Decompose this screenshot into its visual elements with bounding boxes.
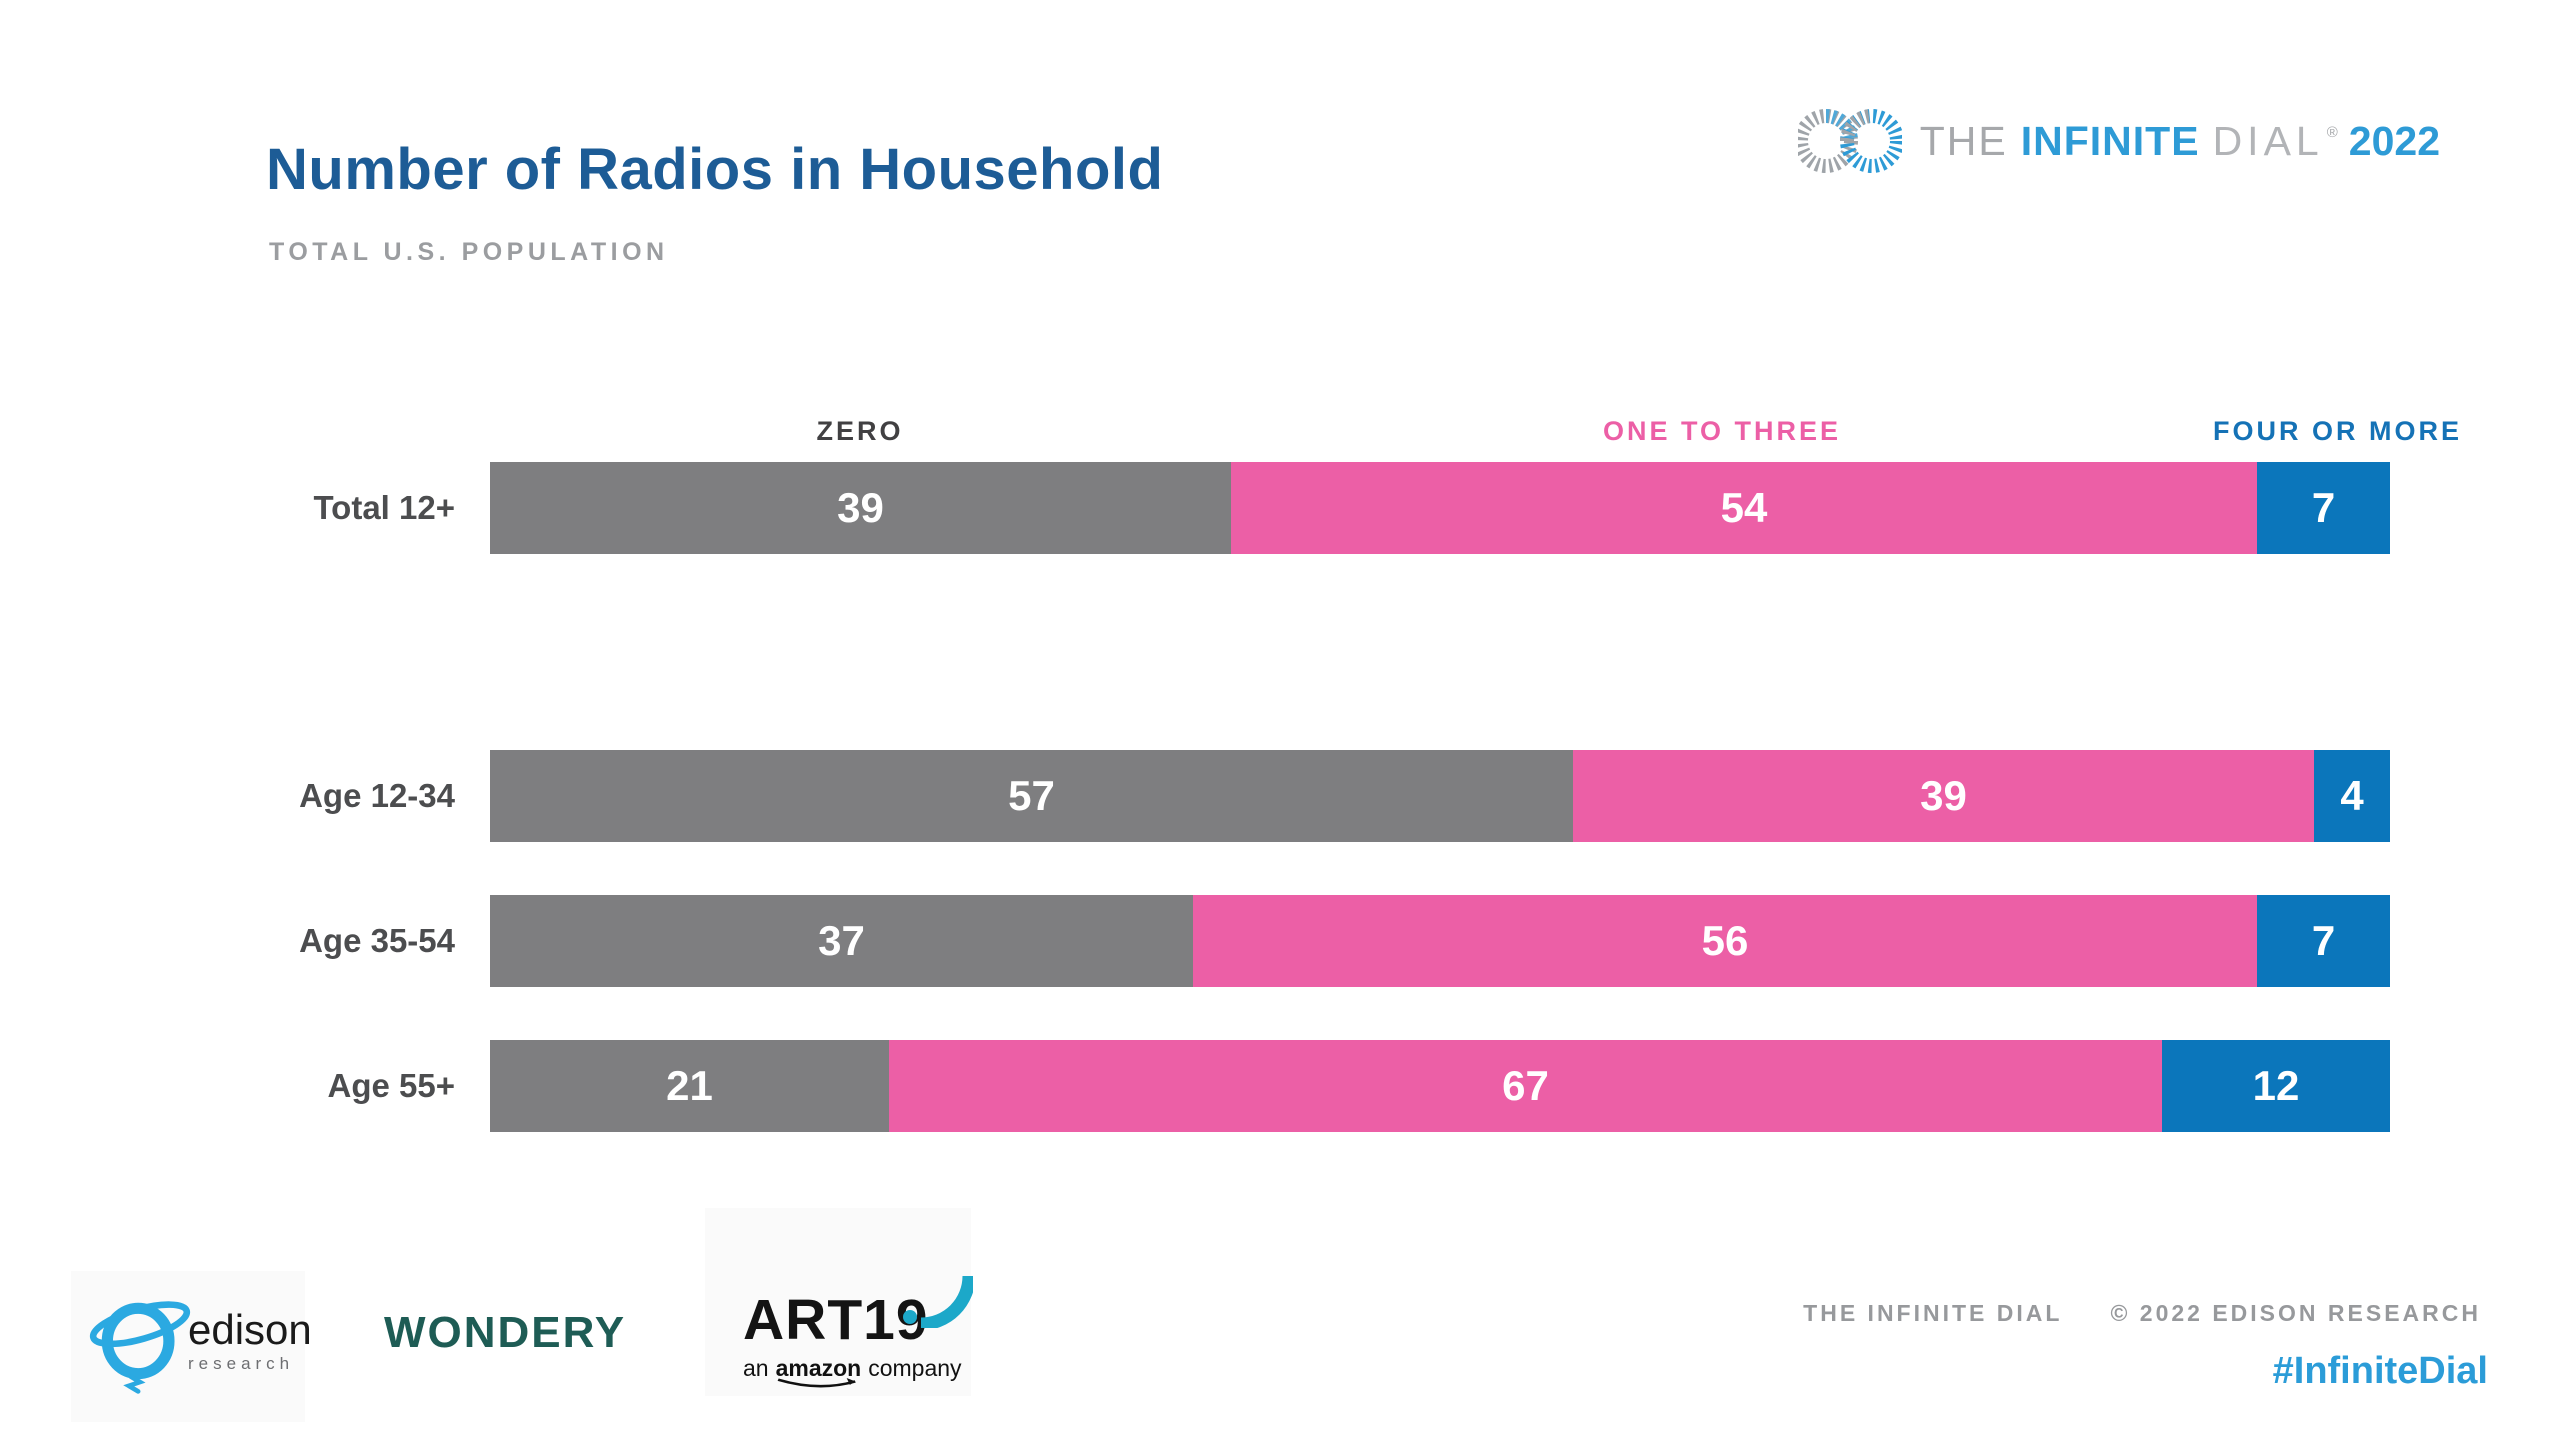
brand-year: 2022 — [2348, 117, 2440, 164]
row-label: Total 12+ — [313, 489, 455, 526]
row-label: Age 55+ — [327, 1067, 456, 1104]
amazon-company-label: an amazon company — [743, 1355, 962, 1388]
bar-segment-four-or-more: 7 — [2257, 895, 2390, 987]
amazon-smile-icon — [777, 1378, 856, 1388]
bar-row: Total 12+ 39 54 7 — [313, 462, 2390, 554]
legend-one-to-three: ONE TO THREE — [1602, 416, 1842, 446]
infinite-dial-logo: THE INFINITE DIAL ® 2022 — [1797, 98, 2440, 184]
edison-research-label: research — [188, 1353, 295, 1373]
art19-logo: ART19 an amazon company — [743, 1275, 973, 1388]
edison-name: edison — [188, 1305, 312, 1353]
bar-segment-zero: 37 — [490, 895, 1193, 987]
bar-row: Age 55+ 21 67 12 — [328, 1040, 2390, 1132]
brand-dial: DIAL — [2212, 117, 2324, 164]
segment-value: 12 — [2252, 1062, 2300, 1109]
art19-text: ART19 — [743, 1288, 929, 1352]
bar-segment-one-to-three: 56 — [1193, 895, 2257, 987]
segment-value: 56 — [1701, 917, 1749, 964]
bar-segment-four-or-more: 12 — [2162, 1040, 2390, 1132]
legend-four-or-more: FOUR OR MORE — [2213, 416, 2462, 446]
edison-planet-icon — [89, 1301, 191, 1394]
bar-segment-one-to-three: 54 — [1231, 462, 2257, 554]
page-subtitle: TOTAL U.S. POPULATION — [269, 238, 669, 266]
segment-value: 54 — [1720, 484, 1768, 531]
segment-value: 37 — [818, 917, 865, 964]
art19-arc-icon — [920, 1275, 973, 1328]
segment-value: 67 — [1502, 1062, 1549, 1109]
bar-segment-one-to-three: 39 — [1573, 750, 2314, 842]
copyright-line: THE INFINITE DIAL © 2022 EDISON RESEARCH — [1803, 1300, 2481, 1327]
amazon-text: amazon — [775, 1355, 862, 1381]
segment-value: 39 — [837, 484, 884, 531]
credit-edison-research: © 2022 EDISON RESEARCH — [2110, 1300, 2481, 1326]
bar-segment-zero: 39 — [490, 462, 1231, 554]
edison-research-logo: edison research — [84, 1282, 312, 1400]
art19-sub-suffix: company — [868, 1355, 962, 1381]
bar-segment-four-or-more: 4 — [2314, 750, 2390, 842]
art19-wordmark: ART19 — [743, 1275, 973, 1349]
art19-logo-tile — [705, 1208, 971, 1396]
segment-value: 7 — [2311, 484, 2336, 531]
art19-sub-prefix: an — [743, 1355, 769, 1381]
bar-segment-one-to-three: 67 — [889, 1040, 2162, 1132]
registered-mark: ® — [2326, 123, 2338, 141]
bar-row: Age 12-34 57 39 4 — [299, 750, 2390, 842]
amazon-wordmark: amazon — [775, 1355, 862, 1388]
hashtag-infinitedial: #InfiniteDial — [2272, 1350, 2488, 1392]
art19-dot-icon — [902, 1310, 917, 1324]
segment-value: 57 — [1008, 772, 1055, 819]
page-title: Number of Radios in Household — [266, 137, 1164, 202]
segment-value: 21 — [666, 1062, 713, 1109]
legend-zero: ZERO — [816, 416, 904, 446]
bar-segment-four-or-more: 7 — [2257, 462, 2390, 554]
brand-the: THE — [1919, 117, 2008, 164]
segment-value: 7 — [2311, 917, 2336, 964]
row-label: Age 35-54 — [299, 922, 455, 959]
edison-wordmark: edison research — [188, 1305, 312, 1374]
infinity-rings-icon — [1797, 109, 1902, 173]
credit-infinite-dial: THE INFINITE DIAL — [1803, 1300, 2063, 1326]
infinite-dial-wordmark: THE INFINITE DIAL ® 2022 — [1920, 118, 2440, 165]
segment-value: 39 — [1920, 772, 1967, 819]
wondery-logo: WONDERY — [384, 1308, 627, 1357]
brand-infinite: INFINITE — [2020, 117, 2200, 164]
row-label: Age 12-34 — [299, 777, 455, 814]
bar-row: Age 35-54 37 56 7 — [299, 895, 2390, 987]
bar-segment-zero: 21 — [490, 1040, 889, 1132]
segment-value: 4 — [2340, 772, 2364, 819]
stacked-bar-chart: ZERO ONE TO THREE FOUR OR MORE Total 12+… — [299, 410, 2459, 1140]
bar-segment-zero: 57 — [490, 750, 1573, 842]
